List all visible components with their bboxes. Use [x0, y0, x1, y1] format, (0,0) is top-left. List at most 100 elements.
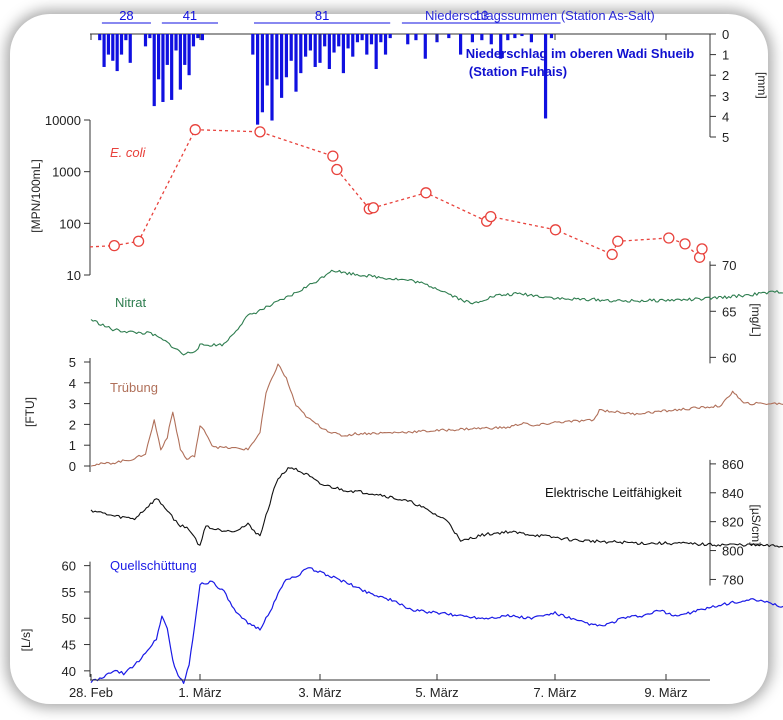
precipitation-y-tick-label: 2 — [722, 68, 729, 83]
precipitation-bar — [549, 34, 554, 39]
quellschuettung-panel: 40 45 50 55 60 [L/s] Quellschüttung — [19, 558, 783, 685]
precipitation-sum-legend: Niederschlagssummen (Station As-Salt) — [425, 8, 655, 23]
quellschuettung-y-tick-label: 40 — [62, 664, 76, 679]
precipitation-bar — [156, 34, 161, 80]
precipitation-bar — [124, 34, 128, 41]
nitrat-y-tick-label: 60 — [722, 350, 736, 365]
ecoli-y-tick-label: 10 — [67, 268, 81, 283]
precipitation-bar — [365, 34, 369, 55]
precipitation-bar — [152, 34, 156, 107]
precipitation-bar — [423, 34, 427, 59]
ecoli-point — [367, 202, 379, 214]
quellschuettung-y-tick-label: 55 — [62, 585, 76, 600]
ecoli-point — [549, 224, 562, 236]
precipitation-bar — [351, 34, 355, 57]
ecoli-series-line — [89, 129, 703, 259]
precipitation-bar — [313, 34, 317, 67]
precipitation-bar — [383, 34, 388, 55]
leitfaehigkeit-series-line — [90, 467, 783, 548]
leitfaehigkeit-y-tick-label: 800 — [722, 544, 744, 559]
precipitation-bar — [191, 34, 196, 47]
quellschuettung-series-line — [90, 567, 783, 685]
precipitation-bar — [543, 34, 548, 119]
precipitation-bar — [294, 34, 298, 92]
precipitation-bar — [289, 34, 293, 61]
precipitation-bar — [499, 34, 503, 59]
truebung-y-tick-label: 4 — [69, 376, 76, 391]
precipitation-bar — [308, 34, 312, 51]
precipitation-bar — [178, 34, 182, 90]
ecoli-y-label: [MPN/100mL] — [29, 159, 43, 232]
precipitation-bar — [369, 34, 374, 45]
precipitation-bar — [128, 34, 132, 63]
precipitation-title: Niederschlag im oberen Wadi Shueib — [466, 46, 695, 61]
precipitation-bar — [251, 34, 255, 55]
precipitation-y-tick-label: 1 — [722, 48, 729, 63]
precipitation-y-tick-label: 4 — [722, 109, 729, 124]
truebung-y-tick-label: 3 — [69, 397, 76, 412]
precipitation-y-tick-label: 3 — [722, 89, 729, 104]
ecoli-point — [679, 238, 691, 250]
precipitation-bar — [355, 34, 360, 43]
truebung-series-line — [90, 363, 783, 467]
precipitation-bar — [270, 34, 274, 121]
ecoli-point — [254, 126, 266, 138]
precipitation-bar — [447, 34, 451, 39]
ecoli-point — [331, 163, 343, 176]
precipitation-bar — [360, 34, 364, 41]
precipitation-sum-label: 81 — [315, 8, 329, 23]
precipitation-bar — [304, 34, 308, 57]
ecoli-point — [327, 150, 339, 162]
precipitation-bar — [520, 34, 524, 37]
truebung-y-tick-label: 5 — [69, 355, 76, 370]
nitrat-series-line — [90, 269, 783, 356]
nitrat-y-tick-label: 70 — [722, 258, 736, 273]
nitrat-y-label: [mg/L] — [749, 303, 763, 336]
precipitation-sum-label: 13 — [474, 8, 488, 23]
precipitation-bar — [470, 34, 474, 43]
quellschuettung-y-label: [L/s] — [19, 629, 33, 652]
truebung-y-tick-label: 1 — [69, 438, 76, 453]
precipitation-sum-label: 41 — [183, 8, 197, 23]
precipitation-bar — [256, 34, 260, 125]
ecoli-y-tick-label: 10000 — [45, 113, 81, 128]
precipitation-bar — [374, 34, 378, 70]
precipitation-bar — [318, 34, 322, 63]
precipitation-bar — [379, 34, 383, 43]
x-axis-tick-label: 7. März — [533, 685, 576, 700]
leitfaehigkeit-series-label: Elektrische Leitfähigkeit — [545, 485, 682, 500]
precipitation-bar — [260, 34, 264, 113]
x-axis-tick-label: 9. März — [644, 685, 687, 700]
ecoli-series-label: E. coli — [110, 145, 147, 160]
ecoli-panel: 10 100 1000 10000 [MPN/100mL] E. coli — [29, 113, 708, 283]
precipitation-bar — [323, 34, 327, 47]
leitfaehigkeit-y-label: [µS/cm] — [749, 505, 763, 546]
precipitation-bar — [406, 34, 410, 45]
precipitation-bar — [513, 34, 517, 39]
truebung-panel: 0 1 2 3 4 5 [FTU] Trübung — [23, 355, 783, 474]
precipitation-bar — [299, 34, 303, 74]
precipitation-bar — [170, 34, 174, 100]
ecoli-point — [485, 210, 497, 223]
precipitation-bar — [480, 34, 484, 41]
precipitation-bar — [459, 34, 463, 55]
precipitation-bar — [161, 34, 165, 102]
precipitation-bar — [506, 34, 510, 41]
figure-frame — [10, 14, 768, 704]
precipitation-bar — [196, 34, 200, 39]
precipitation-bar — [414, 34, 418, 41]
leitfaehigkeit-y-tick-label: 840 — [722, 486, 744, 501]
precipitation-sum-label: 28 — [119, 8, 133, 23]
precipitation-bar — [332, 34, 336, 53]
ecoli-point — [132, 235, 145, 247]
precipitation-subtitle: (Station Fuhais) — [469, 64, 567, 79]
precipitation-bar — [280, 34, 284, 98]
precipitation-bar — [102, 34, 106, 67]
quellschuettung-y-tick-label: 45 — [62, 638, 76, 653]
precipitation-bar — [115, 34, 119, 72]
precipitation-bar — [111, 34, 115, 61]
ecoli-point — [189, 124, 201, 136]
precipitation-bar — [143, 34, 148, 47]
precipitation-bar — [489, 34, 493, 45]
